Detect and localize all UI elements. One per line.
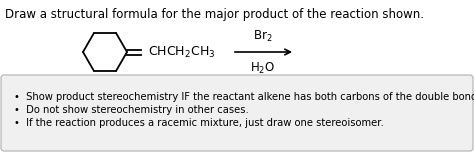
Text: •  Do not show stereochemistry in other cases.: • Do not show stereochemistry in other c…: [14, 105, 249, 115]
FancyBboxPatch shape: [1, 75, 473, 151]
Text: •  If the reaction produces a racemic mixture, just draw one stereoisomer.: • If the reaction produces a racemic mix…: [14, 118, 384, 128]
Text: CHCH$_2$CH$_3$: CHCH$_2$CH$_3$: [148, 44, 215, 60]
Text: •  Show product stereochemistry IF the reactant alkene has both carbons of the d: • Show product stereochemistry IF the re…: [14, 92, 474, 102]
Text: H$_2$O: H$_2$O: [250, 61, 275, 76]
Text: Draw a structural formula for the major product of the reaction shown.: Draw a structural formula for the major …: [5, 8, 424, 21]
Text: Br$_2$: Br$_2$: [253, 29, 273, 44]
